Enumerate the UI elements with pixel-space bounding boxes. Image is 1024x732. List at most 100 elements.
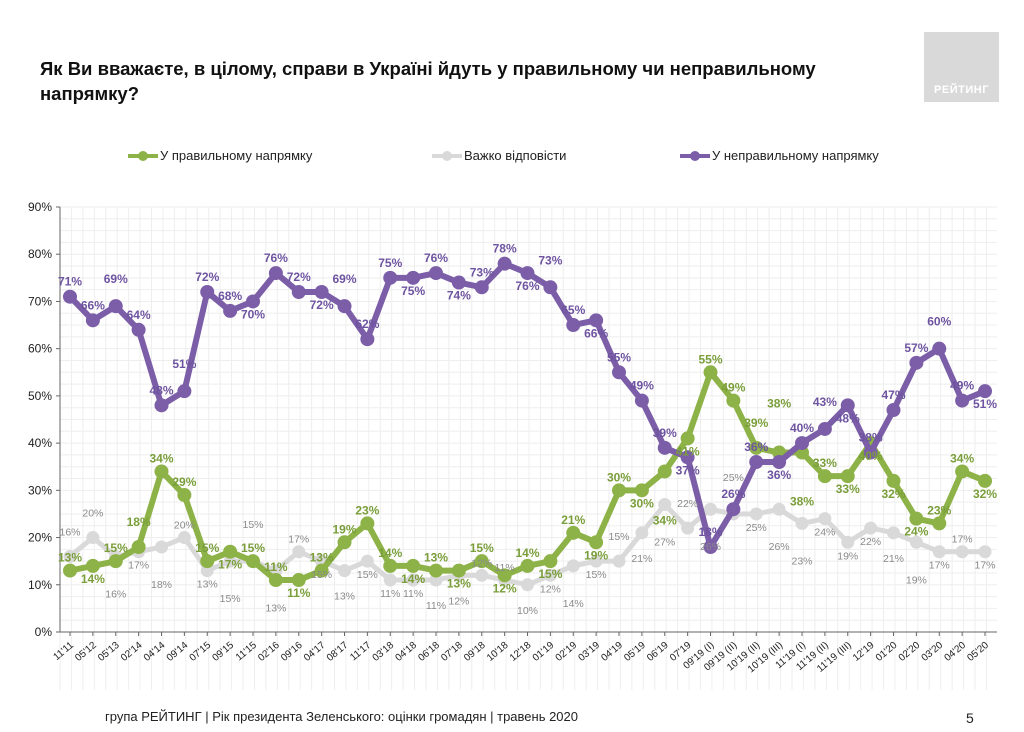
data-label: 13% xyxy=(58,551,82,565)
data-label: 21% xyxy=(561,513,585,527)
data-label: 51% xyxy=(973,397,997,411)
data-point xyxy=(155,540,168,554)
y-tick-label: 90% xyxy=(28,200,52,214)
data-point xyxy=(200,285,215,299)
data-label: 13% xyxy=(447,577,471,591)
data-label: 16% xyxy=(59,526,80,538)
data-label: 27% xyxy=(654,537,675,549)
data-point xyxy=(840,398,855,413)
data-label: 38% xyxy=(790,495,814,509)
data-label: 29% xyxy=(172,475,196,489)
data-label: 19% xyxy=(837,550,858,562)
rating-logo: РЕЙТИНГ xyxy=(924,32,999,102)
data-label: 17% xyxy=(974,560,995,572)
data-point xyxy=(657,440,672,455)
data-point xyxy=(223,303,238,318)
data-point xyxy=(314,285,329,299)
data-point xyxy=(268,266,283,281)
data-label: 15% xyxy=(220,593,241,605)
data-label: 76% xyxy=(424,251,448,265)
x-tick-label: 02'19 xyxy=(554,640,580,664)
data-point xyxy=(521,578,534,592)
x-tick-label: 07'18 xyxy=(439,640,465,664)
data-point xyxy=(817,469,832,484)
legend-label: У неправильному напрямку xyxy=(712,148,879,163)
data-point xyxy=(932,341,947,356)
data-label: 39% xyxy=(653,426,677,440)
data-label: 11% xyxy=(264,560,288,574)
data-label: 68% xyxy=(218,289,242,303)
page-number: 5 xyxy=(966,710,974,726)
data-point xyxy=(886,473,901,488)
x-tick-label: 02'14 xyxy=(119,640,145,664)
data-point xyxy=(108,554,123,569)
y-tick-label: 30% xyxy=(28,483,52,497)
legend-marker-purple xyxy=(680,150,710,161)
data-point xyxy=(383,573,397,587)
data-label: 75% xyxy=(378,256,402,270)
data-label: 26% xyxy=(721,487,745,501)
x-tick-label: 09'18 xyxy=(462,640,488,664)
x-tick-label: 07'15 xyxy=(188,640,214,664)
data-label: 15% xyxy=(242,519,263,531)
data-point xyxy=(520,266,535,281)
data-point xyxy=(772,502,786,516)
data-point xyxy=(749,507,763,521)
data-point xyxy=(704,502,717,516)
data-label: 48% xyxy=(149,383,173,397)
x-tick-label: 09'16 xyxy=(279,640,305,664)
data-label: 60% xyxy=(927,315,951,329)
data-point xyxy=(589,535,604,550)
data-point xyxy=(978,384,992,399)
data-label: 72% xyxy=(310,298,334,312)
data-point xyxy=(955,393,970,408)
data-point xyxy=(703,365,718,380)
logo-text: РЕЙТИНГ xyxy=(934,84,989,96)
data-label: 17% xyxy=(288,534,309,546)
x-tick-label: 05'19 xyxy=(622,640,648,664)
data-point xyxy=(406,558,421,573)
data-label: 78% xyxy=(493,242,517,256)
data-point xyxy=(497,256,512,271)
data-point xyxy=(475,568,489,582)
data-label: 69% xyxy=(104,272,128,286)
data-point xyxy=(680,431,695,446)
x-tick-label: 11'17 xyxy=(348,640,373,664)
data-label: 32% xyxy=(973,487,997,501)
data-point xyxy=(863,445,878,460)
x-tick-label: 02'20 xyxy=(897,640,923,664)
data-point xyxy=(818,512,832,526)
data-point xyxy=(566,559,580,573)
data-label: 12% xyxy=(448,595,469,607)
data-label: 69% xyxy=(332,272,356,286)
data-label: 40% xyxy=(790,421,814,435)
data-point xyxy=(246,554,260,569)
data-label: 14% xyxy=(401,572,425,586)
x-tick-label: 08'17 xyxy=(325,640,351,664)
data-point xyxy=(589,554,603,568)
data-point xyxy=(338,564,351,578)
data-point xyxy=(360,516,375,531)
data-label: 23% xyxy=(791,555,812,567)
data-point xyxy=(566,525,581,540)
data-label: 38% xyxy=(767,397,791,411)
data-point xyxy=(520,558,535,573)
legend-marker-grey xyxy=(432,150,462,161)
data-label: 40% xyxy=(859,449,883,463)
data-point xyxy=(406,573,420,587)
data-label: 26% xyxy=(700,541,721,553)
data-point xyxy=(612,554,626,568)
data-label: 30% xyxy=(607,470,631,484)
data-label: 34% xyxy=(950,451,974,465)
data-label: 36% xyxy=(767,468,791,482)
data-point xyxy=(681,521,695,535)
x-tick-label: 05'13 xyxy=(96,640,122,664)
data-label: 20% xyxy=(174,520,195,532)
data-label: 24% xyxy=(904,525,928,539)
data-label: 76% xyxy=(515,279,539,293)
data-label: 15% xyxy=(311,569,332,581)
data-label: 36% xyxy=(744,440,768,454)
data-label: 20% xyxy=(82,508,103,520)
x-tick-label: 03'20 xyxy=(920,640,946,664)
x-tick-label: 04'14 xyxy=(142,640,168,664)
